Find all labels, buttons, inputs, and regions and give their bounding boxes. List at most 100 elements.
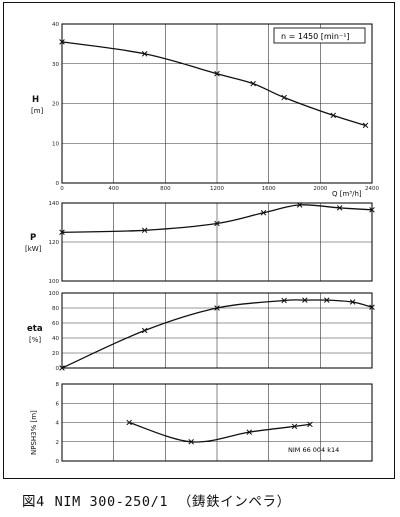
data-point-marker — [126, 419, 132, 426]
panel-2 — [59, 202, 375, 282]
data-point-marker — [250, 80, 256, 87]
npsh-axis-label: NPSH3% [m] — [30, 410, 38, 455]
data-point-marker — [336, 205, 343, 211]
figure-caption: 図4 NIM 300-250/1 （鋳鉄インペラ） — [22, 490, 291, 510]
y-tick-label: 40 — [52, 336, 59, 342]
data-point-marker — [188, 438, 194, 445]
y-tick-label: 20 — [52, 102, 59, 108]
q-axis-label: Q [m³/h] — [332, 190, 362, 198]
x-tick-label: 1600 — [262, 186, 276, 192]
marker-stroke — [141, 327, 148, 334]
speed-annotation: n = 1450 [min⁻¹] — [281, 32, 350, 41]
data-point-marker — [369, 207, 375, 213]
data-point-marker — [302, 297, 308, 303]
marker-stroke — [59, 365, 65, 371]
y-tick-label: 40 — [52, 22, 59, 28]
y-tick-label: 4 — [56, 421, 60, 427]
data-point-marker — [369, 304, 375, 311]
model-code-annotation: NIM 66 004 k14 — [288, 446, 339, 454]
y-tick-label: 0 — [56, 459, 60, 465]
marker-stroke — [188, 438, 194, 445]
marker-stroke — [214, 70, 220, 77]
eta-axis-unit: [%] — [29, 336, 41, 344]
marker-stroke — [362, 122, 369, 129]
marker-stroke — [141, 51, 148, 57]
data-point-marker — [349, 299, 356, 305]
data-point-marker — [324, 297, 330, 303]
data-point-marker — [141, 227, 148, 234]
data-point-marker — [214, 70, 220, 77]
marker-stroke — [214, 220, 220, 227]
caption-note: （鋳鉄インペラ） — [177, 494, 291, 510]
series-line — [129, 421, 311, 443]
data-point-marker — [330, 112, 337, 119]
panel-4 — [61, 383, 373, 462]
y-tick-label: 8 — [56, 382, 60, 388]
marker-stroke — [369, 304, 375, 311]
eta-axis-label: eta — [27, 324, 43, 334]
panel-3 — [59, 292, 375, 371]
marker-stroke — [281, 297, 287, 304]
marker-stroke — [330, 112, 337, 119]
y-tick-label: 6 — [56, 401, 60, 407]
y-tick-label: 100 — [49, 291, 60, 297]
plot-frame — [61, 383, 373, 462]
x-tick-label: 2400 — [365, 186, 379, 192]
h-axis-label: H — [32, 95, 39, 105]
marker-stroke — [307, 421, 313, 428]
data-point-marker — [281, 297, 287, 304]
marker-stroke — [141, 227, 148, 234]
data-point-marker — [291, 423, 298, 430]
marker-stroke — [281, 94, 287, 101]
series-line — [61, 41, 366, 127]
x-tick-label: 1200 — [210, 186, 224, 192]
data-point-marker — [296, 202, 303, 208]
marker-stroke — [349, 299, 356, 305]
data-point-marker — [214, 305, 220, 311]
data-point-marker — [281, 94, 287, 101]
panel-1 — [59, 23, 373, 184]
y-tick-label: 10 — [52, 141, 59, 147]
data-point-marker — [362, 122, 369, 129]
y-tick-label: 140 — [49, 201, 60, 207]
marker-stroke — [214, 305, 220, 311]
data-point-marker — [307, 421, 313, 428]
y-tick-label: 120 — [49, 240, 60, 246]
y-tick-label: 80 — [52, 306, 59, 312]
marker-stroke — [59, 229, 65, 236]
plot-frame — [61, 23, 373, 184]
data-point-marker — [59, 229, 65, 236]
y-tick-label: 20 — [52, 351, 59, 357]
marker-stroke — [324, 297, 330, 303]
marker-stroke — [246, 429, 253, 435]
plot-frame — [61, 202, 373, 282]
plot-frame — [61, 292, 373, 369]
y-tick-label: 60 — [52, 321, 59, 327]
data-point-marker — [141, 51, 148, 57]
marker-stroke — [369, 207, 375, 213]
data-point-marker — [59, 39, 65, 45]
x-tick-label: 800 — [160, 186, 171, 192]
marker-stroke — [302, 297, 308, 303]
figure-frame — [3, 2, 395, 479]
marker-stroke — [260, 209, 267, 216]
p-axis-unit: [kW] — [25, 245, 42, 253]
y-tick-label: 0 — [56, 181, 60, 187]
marker-stroke — [59, 39, 65, 45]
marker-stroke — [291, 423, 298, 430]
y-tick-label: 30 — [52, 62, 59, 68]
data-point-marker — [141, 327, 148, 334]
data-point-marker — [214, 220, 220, 227]
x-tick-label: 2000 — [313, 186, 327, 192]
caption-model: NIM 300-250/1 — [54, 494, 169, 510]
speed-annotation-box — [273, 27, 366, 44]
data-point-marker — [246, 429, 253, 435]
data-point-marker — [260, 209, 267, 216]
marker-stroke — [250, 80, 256, 87]
marker-stroke — [126, 419, 132, 426]
x-tick-label: 400 — [108, 186, 119, 192]
p-axis-label: P — [30, 233, 36, 243]
y-tick-label: 0 — [56, 366, 60, 372]
y-tick-label: 2 — [56, 440, 60, 446]
